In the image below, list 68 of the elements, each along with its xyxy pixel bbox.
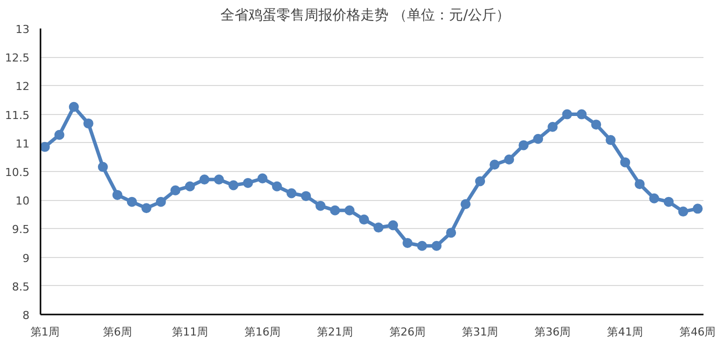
- x-tick-label: 第1周: [30, 326, 60, 338]
- x-tick-label: 第21周: [317, 326, 354, 338]
- point: [156, 196, 166, 207]
- y-tick-label: 13: [16, 23, 30, 36]
- point: [432, 240, 442, 251]
- point: [576, 109, 587, 120]
- point: [388, 220, 398, 230]
- x-tick-label: 第36周: [534, 326, 571, 338]
- point: [475, 176, 486, 186]
- point: [446, 228, 456, 238]
- point: [620, 157, 630, 168]
- y-tick-label: 9.5: [12, 223, 30, 236]
- point: [242, 178, 253, 188]
- y-tick-label: 12: [16, 80, 30, 94]
- point: [126, 196, 137, 207]
- point: [490, 160, 500, 170]
- point: [300, 191, 311, 202]
- point: [83, 118, 94, 128]
- y-tick-label: 12.5: [5, 52, 30, 65]
- point: [518, 140, 529, 150]
- point: [402, 238, 413, 248]
- point: [54, 130, 64, 140]
- point: [359, 214, 370, 225]
- point: [141, 203, 152, 214]
- y-tick-label: 11: [16, 137, 30, 150]
- x-tick-label: 第16周: [244, 326, 280, 338]
- point: [272, 181, 282, 192]
- x-tick-label: 第46周: [680, 326, 716, 338]
- point: [678, 206, 688, 217]
- x-tick-label: 第26周: [390, 326, 426, 338]
- point: [374, 222, 384, 233]
- x-tick-label: 第41周: [607, 326, 644, 338]
- point: [344, 205, 355, 216]
- y-tick-label: 10: [16, 194, 30, 208]
- point: [634, 179, 645, 190]
- point: [548, 122, 558, 132]
- point: [417, 240, 428, 251]
- point: [664, 196, 674, 207]
- point: [98, 162, 108, 172]
- point: [257, 173, 268, 184]
- point: [68, 102, 79, 112]
- point: [199, 174, 210, 184]
- chart-title: 全省鸡蛋零售周报价格走势 （单位：元/公斤）: [220, 8, 510, 24]
- point: [170, 185, 180, 196]
- point: [112, 190, 122, 200]
- point: [692, 204, 703, 214]
- x-tick-label: 第31周: [462, 326, 498, 338]
- point: [286, 188, 296, 198]
- point: [649, 193, 660, 204]
- y-tick-label: 8.5: [12, 280, 30, 294]
- point: [504, 154, 514, 164]
- point: [562, 109, 572, 120]
- point: [533, 134, 544, 144]
- x-tick-label: 第11周: [172, 326, 208, 338]
- y-tick-label: 8: [22, 309, 30, 322]
- point: [184, 181, 195, 192]
- point: [214, 174, 224, 184]
- x-tick-label: 第6周: [102, 326, 132, 338]
- point: [40, 142, 50, 152]
- y-tick-label: 10.5: [5, 166, 30, 179]
- point: [606, 135, 616, 146]
- point: [330, 205, 340, 216]
- point: [591, 120, 602, 130]
- point: [316, 200, 326, 211]
- y-tick-label: 11.5: [5, 108, 30, 122]
- point: [460, 199, 471, 210]
- point: [228, 180, 238, 190]
- y-tick-label: 9: [22, 252, 30, 265]
